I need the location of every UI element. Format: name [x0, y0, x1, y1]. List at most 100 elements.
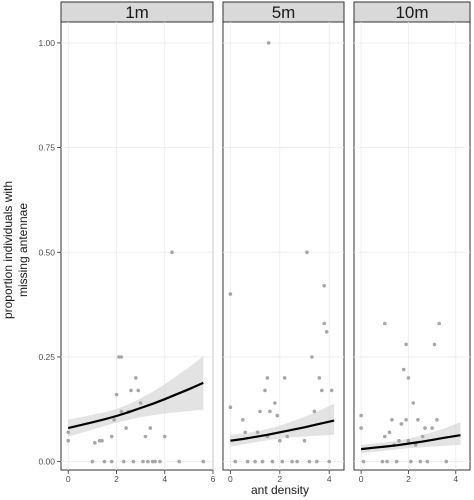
x-tick-label: 2	[277, 474, 282, 484]
data-point	[430, 426, 434, 430]
panel-10m: 10m 0 2 4	[353, 1, 471, 484]
data-point	[409, 459, 413, 464]
data-point	[233, 459, 238, 464]
data-point	[432, 342, 437, 347]
x-tick-label: 2	[406, 474, 411, 484]
data-point	[401, 367, 406, 372]
data-point	[258, 409, 262, 414]
data-point	[285, 434, 290, 439]
data-point	[119, 409, 124, 414]
data-point	[266, 41, 271, 45]
data-point	[411, 401, 416, 405]
data-point	[307, 459, 312, 464]
data-point	[359, 413, 363, 418]
x-tick-label: 4	[453, 474, 458, 484]
data-point	[383, 434, 387, 439]
data-point	[270, 459, 275, 464]
data-point	[119, 355, 124, 359]
data-point	[245, 459, 250, 464]
data-point	[394, 459, 399, 464]
fit-line	[230, 419, 335, 442]
data-point	[124, 426, 128, 430]
data-point	[317, 376, 322, 380]
data-point	[153, 459, 157, 464]
data-point	[399, 422, 404, 426]
data-point	[295, 459, 299, 464]
data-point	[243, 430, 247, 435]
data-point	[385, 459, 389, 464]
data-point	[302, 438, 307, 443]
data-point	[114, 392, 119, 397]
facet-strip-label: 1m	[125, 3, 149, 22]
data-point	[263, 388, 267, 393]
data-point	[324, 330, 329, 334]
x-tick-label: 4	[162, 474, 167, 484]
x-tick-label: 4	[327, 474, 332, 484]
data-point	[290, 459, 294, 464]
data-point	[322, 321, 327, 326]
data-point	[380, 459, 385, 464]
y-tick-label: 0.00	[38, 457, 55, 467]
data-point	[131, 459, 136, 464]
data-point	[390, 418, 394, 422]
fit-line	[67, 381, 204, 430]
data-point	[136, 388, 140, 393]
data-point	[406, 376, 411, 380]
data-point	[425, 459, 430, 464]
data-point	[327, 459, 332, 464]
data-point	[406, 438, 411, 443]
x-tick-label: 2	[114, 474, 119, 484]
data-point	[112, 418, 116, 422]
data-point	[260, 459, 265, 464]
data-point	[282, 376, 287, 380]
confidence-ribbon	[68, 356, 204, 437]
data-point	[109, 459, 114, 464]
data-point	[359, 426, 363, 430]
y-tick-label: 0.25	[38, 352, 55, 362]
y-tick-label: 0.50	[38, 247, 55, 257]
data-point	[315, 459, 319, 464]
data-point	[273, 401, 277, 405]
data-point	[143, 434, 148, 439]
panel-background	[222, 21, 345, 471]
data-point	[228, 292, 233, 296]
data-point	[397, 438, 401, 443]
data-point	[102, 459, 107, 464]
y-tick-label: 1.00	[38, 38, 55, 48]
data-point	[320, 388, 324, 393]
data-point	[100, 438, 104, 443]
data-point	[278, 438, 282, 443]
x-tick-label: 6	[211, 474, 216, 484]
data-point	[162, 434, 167, 439]
y-axis-title-line-1: proportion individuals with	[1, 181, 15, 319]
data-point	[201, 459, 206, 464]
data-point	[241, 418, 245, 422]
facet-strip-label: 10m	[395, 3, 428, 22]
data-point	[170, 250, 174, 255]
data-point	[141, 459, 145, 464]
fit-line	[360, 434, 461, 451]
data-point	[90, 459, 95, 464]
data-point	[121, 459, 126, 464]
data-point	[177, 459, 181, 464]
facet-panels: 1m 0 2 4 6 5m 0 2 4 10m 0 2 4	[60, 1, 471, 484]
data-point	[387, 430, 392, 435]
x-tick-label: 0	[228, 474, 233, 484]
data-point	[413, 443, 418, 447]
data-point	[435, 418, 439, 422]
data-point	[329, 388, 334, 393]
data-point	[255, 430, 260, 435]
y-axis: 0.00 0.25 0.50 0.75 1.00	[38, 38, 61, 467]
panel-5m: 5m 0 2 4	[222, 1, 345, 484]
data-point	[361, 459, 366, 464]
x-tick-label: 0	[66, 474, 71, 484]
x-tick-label: 0	[359, 474, 364, 484]
panel-1m: 1m 0 2 4 6	[60, 1, 216, 484]
data-point	[148, 426, 153, 430]
data-point	[312, 409, 317, 414]
data-point	[265, 376, 270, 380]
data-point	[437, 321, 442, 326]
data-point	[66, 438, 70, 443]
data-point	[280, 459, 285, 464]
data-point	[275, 413, 280, 418]
